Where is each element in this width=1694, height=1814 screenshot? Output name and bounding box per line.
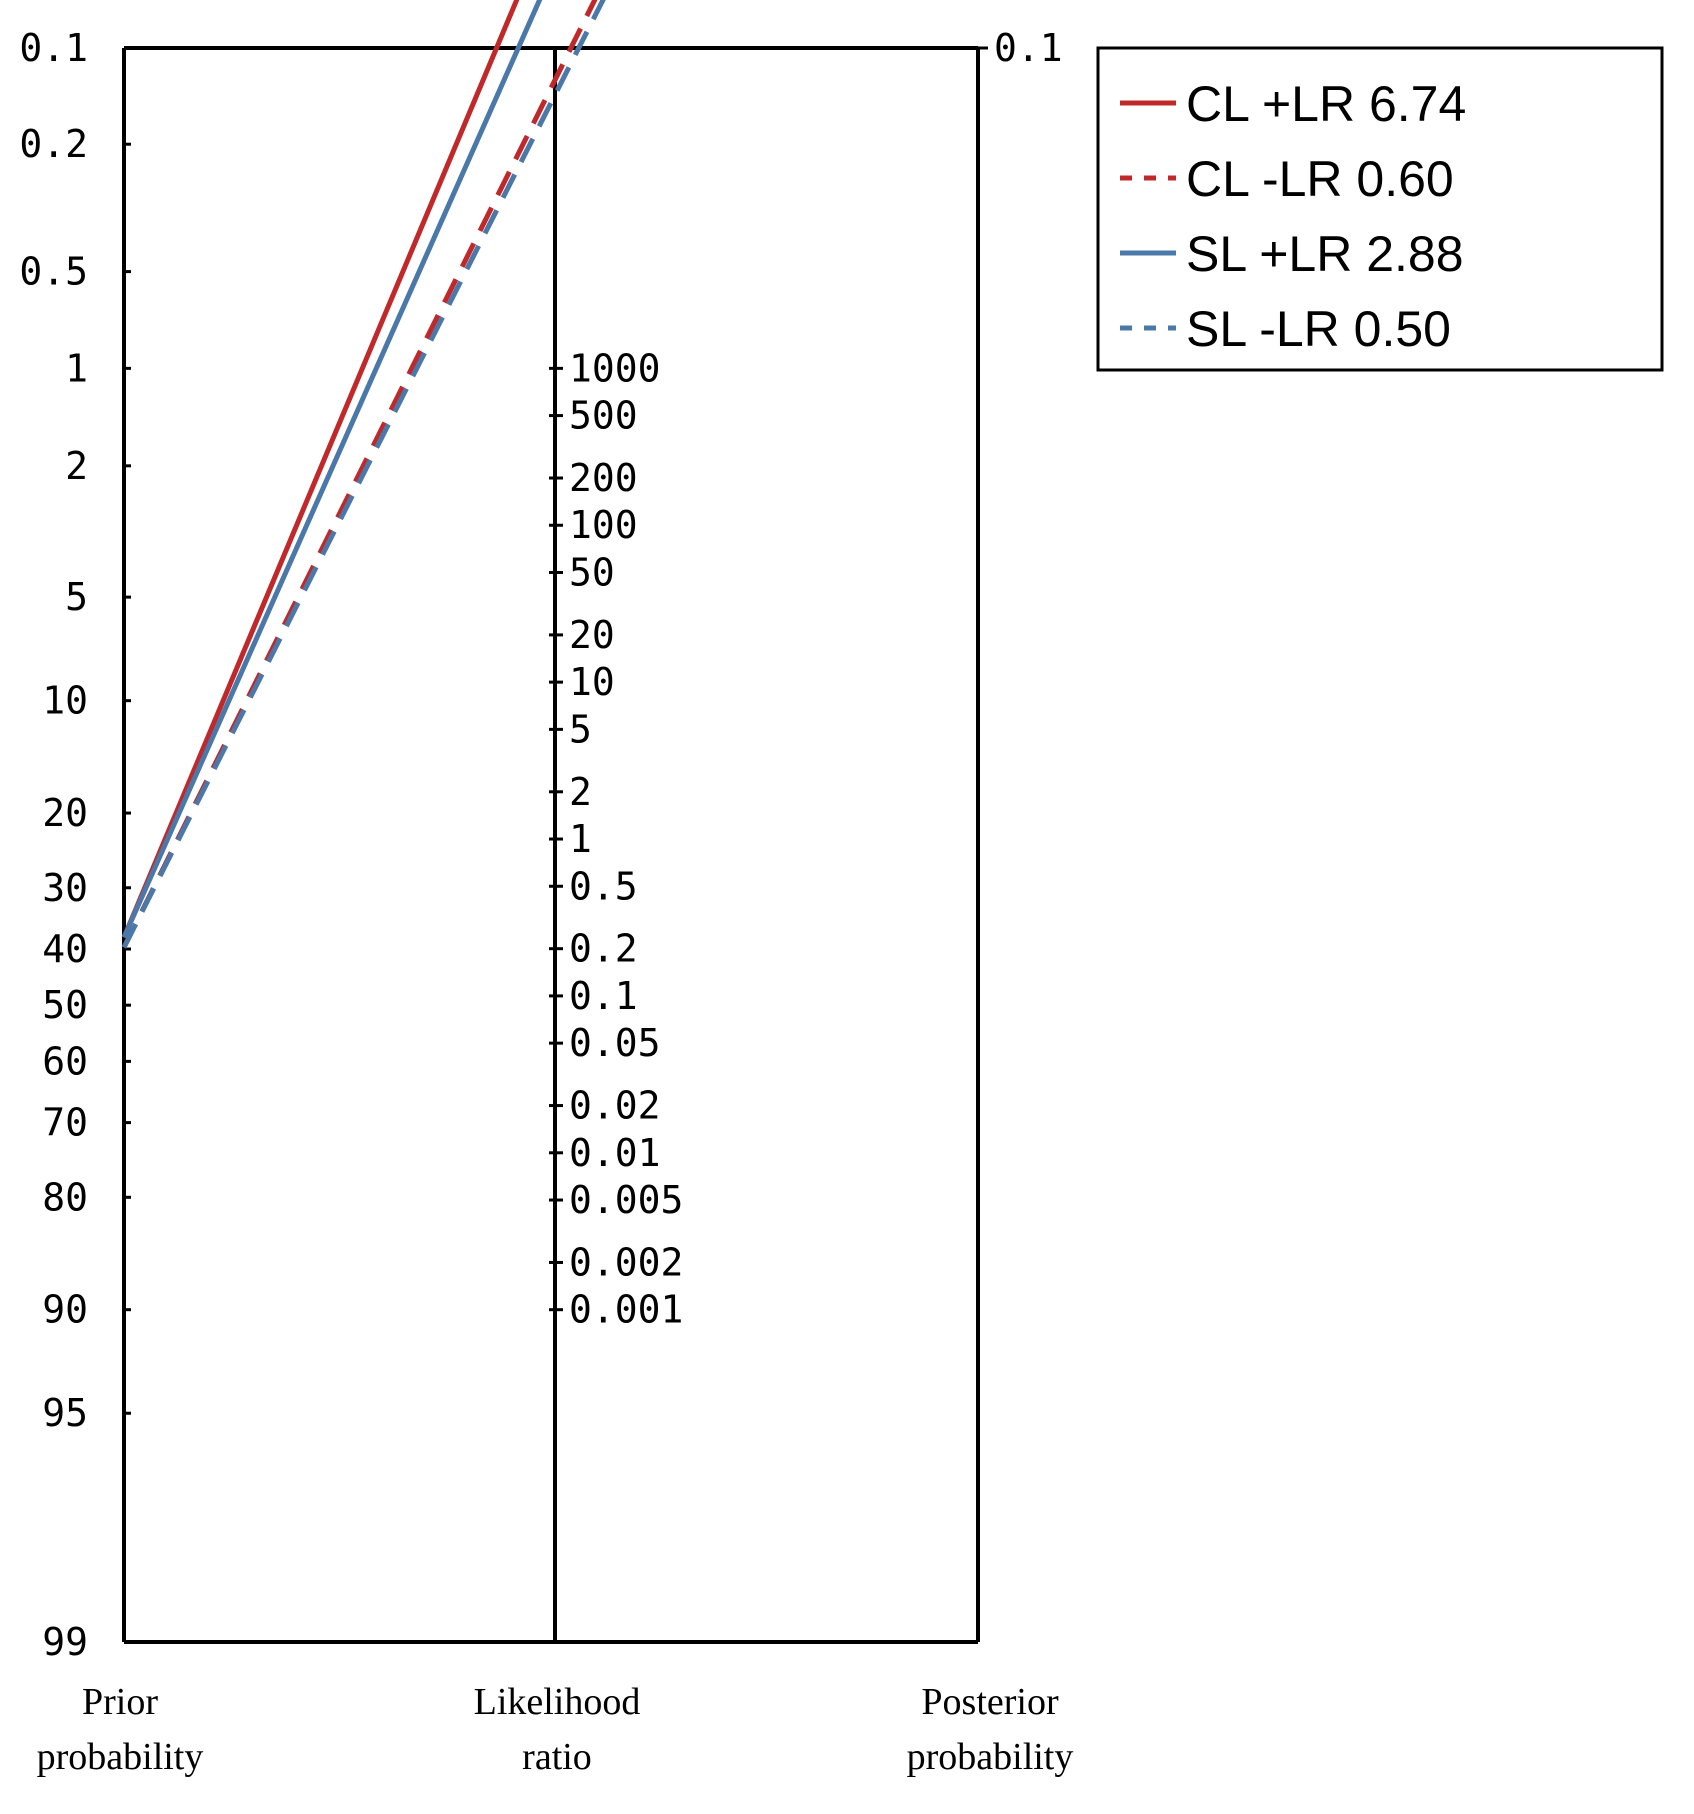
- posterior-tick-label: 0.1: [994, 26, 1063, 70]
- nomogram-series-lines: [121, 0, 606, 949]
- prior-axis-title: Prior: [82, 1681, 158, 1723]
- lr-tick-label: 1: [569, 817, 592, 861]
- likelihood-axis-title: ratio: [522, 1736, 592, 1778]
- nomogram-axes: 0.10.20.51251020304050607080909599999590…: [19, 26, 1074, 1778]
- prior-tick-label: 80: [42, 1175, 88, 1219]
- series-line-4: [121, 0, 606, 949]
- chart-legend: CL +LR 6.74 CL -LR 0.60 SL +LR 2.88 SL -LR …: [1096, 46, 1664, 372]
- lr-tick-label: 100: [569, 503, 638, 547]
- legend-label: SL +LR 2.88: [1186, 226, 1464, 282]
- prior-tick-label: 95: [42, 1391, 88, 1435]
- prior-tick-label: 0.2: [19, 122, 88, 166]
- prior-tick-label: 30: [42, 866, 88, 910]
- prior-tick-label: 20: [42, 791, 88, 835]
- lr-tick-label: 0.01: [569, 1131, 661, 1175]
- lr-tick-label: 20: [569, 613, 615, 657]
- lr-tick-label: 0.2: [569, 927, 638, 971]
- prior-tick-label: 70: [42, 1101, 88, 1145]
- prior-tick-label: 1: [65, 346, 88, 390]
- lr-tick-label: 10: [569, 660, 615, 704]
- legend-label: CL +LR 6.74: [1186, 76, 1466, 132]
- lr-tick-label: 50: [569, 550, 615, 594]
- series-line-1: [121, 0, 520, 939]
- prior-tick-label: 90: [42, 1288, 88, 1332]
- prior-tick-label: 0.5: [19, 250, 88, 294]
- series-line-3: [121, 0, 543, 939]
- posterior-axis-title: Posterior: [921, 1681, 1059, 1723]
- lr-tick-label: 0.005: [569, 1178, 683, 1222]
- prior-tick-label: 60: [42, 1039, 88, 1083]
- lr-tick-label: 0.02: [569, 1084, 661, 1128]
- prior-tick-label: 40: [42, 927, 88, 971]
- lr-tick-label: 0.002: [569, 1240, 683, 1284]
- lr-tick-label: 200: [569, 456, 638, 500]
- legend-label: SL -LR 0.50: [1186, 301, 1451, 357]
- prior-tick-label: 5: [65, 575, 88, 619]
- lr-tick-label: 500: [569, 394, 638, 438]
- lr-tick-label: 0.1: [569, 974, 638, 1018]
- legend-label: CL -LR 0.60: [1186, 151, 1454, 207]
- lr-tick-label: 0.05: [569, 1021, 661, 1065]
- prior-tick-label: 0.1: [19, 26, 88, 70]
- legend-box: [1096, 46, 1664, 372]
- likelihood-axis-title: Likelihood: [474, 1681, 641, 1723]
- lr-tick-label: 1000: [569, 346, 661, 390]
- lr-tick-label: 0.5: [569, 864, 638, 908]
- prior-tick-label: 2: [65, 444, 88, 488]
- lr-tick-label: 0.001: [569, 1288, 683, 1332]
- lr-tick-label: 5: [569, 707, 592, 751]
- prior-axis-title: probability: [37, 1736, 204, 1778]
- series-line-2: [121, 0, 598, 949]
- prior-tick-label: 10: [42, 679, 88, 723]
- prior-tick-label: 50: [42, 983, 88, 1027]
- prior-tick-label: 99: [42, 1620, 88, 1664]
- posterior-axis-title: probability: [907, 1736, 1074, 1778]
- lr-tick-label: 2: [569, 770, 592, 814]
